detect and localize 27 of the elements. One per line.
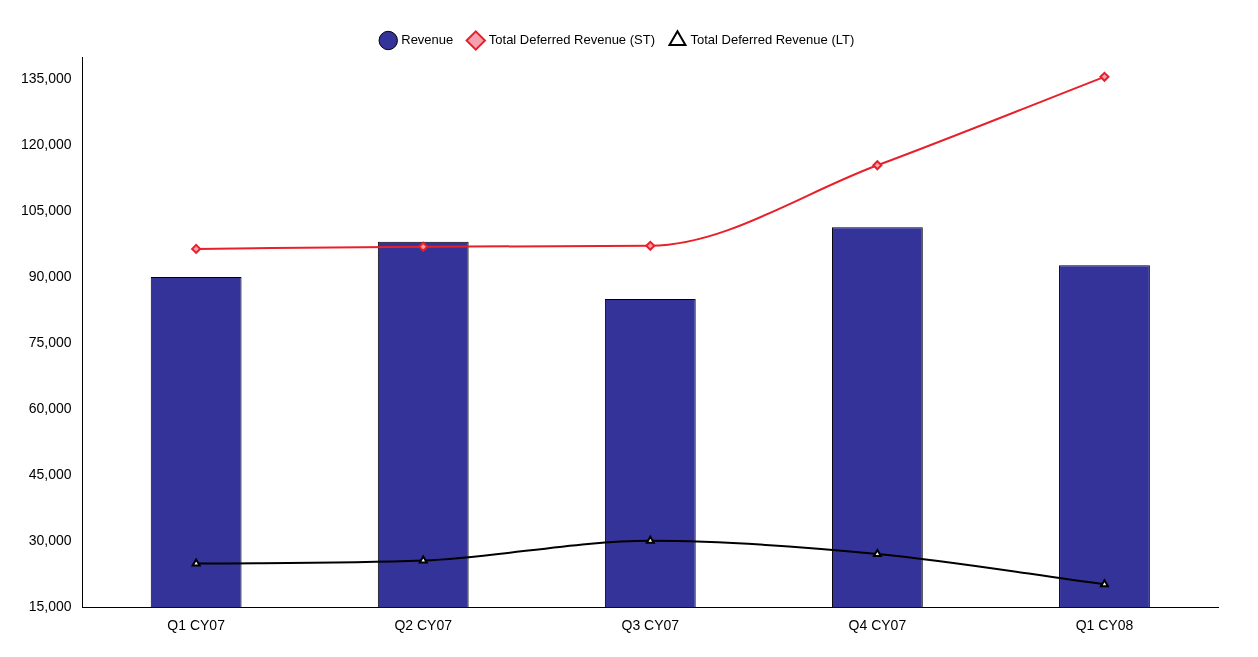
- y-tick-label: 90,000: [28, 267, 72, 284]
- legend-label: Total Deferred Revenue (LT): [690, 32, 855, 48]
- y-tick-label: 60,000: [28, 399, 72, 416]
- point: [872, 160, 883, 171]
- y-tick-label: 120,000: [21, 135, 72, 152]
- x-tick-label: Q1 CY07: [167, 617, 226, 634]
- point: [418, 241, 429, 252]
- point: [418, 555, 428, 564]
- x-tick-label: Q1 CY08: [1075, 617, 1134, 634]
- point: [191, 243, 202, 254]
- point: [645, 535, 655, 544]
- x-tick-label: Q4 CY07: [848, 617, 907, 634]
- y-tick-label: 75,000: [28, 333, 72, 350]
- y-tick-label: 45,000: [28, 466, 72, 483]
- y-tick-label: 15,000: [28, 598, 72, 615]
- x-tick-label: Q3 CY07: [621, 617, 680, 634]
- y-tick-label: 105,000: [21, 201, 72, 218]
- x-tick-label: Q2 CY07: [394, 617, 453, 634]
- point: [1100, 579, 1109, 588]
- y-tick-label: 135,000: [21, 69, 72, 86]
- point: [1099, 71, 1110, 82]
- legend-label: Revenue: [401, 32, 454, 48]
- legend-label: Total Deferred Revenue (ST): [488, 32, 655, 48]
- point: [872, 548, 882, 557]
- point: [645, 240, 656, 251]
- point: [191, 558, 201, 567]
- y-tick-label: 30,000: [28, 532, 72, 549]
